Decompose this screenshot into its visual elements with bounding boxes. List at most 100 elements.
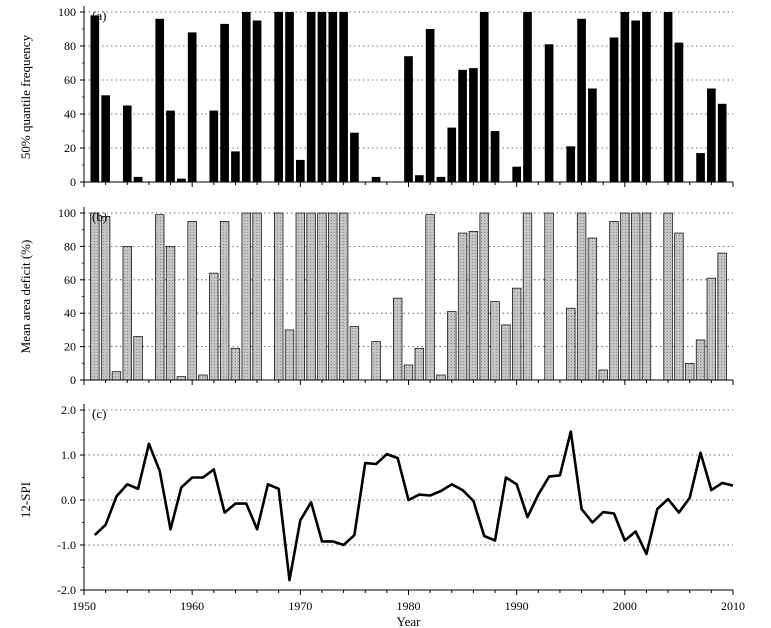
x-tick-label: 1970 (288, 599, 312, 613)
bar-2008 (707, 88, 716, 182)
bar-1995 (566, 146, 576, 182)
y-tick-label: -2.0 (57, 583, 76, 597)
axes-b: 0 20 40 60 80 100 (58, 206, 734, 387)
bar-2002 (641, 212, 652, 381)
bar-1977 (371, 176, 381, 182)
bar-1959 (177, 178, 186, 182)
bar-2007 (695, 339, 706, 381)
x-tick-label: 1990 (505, 599, 529, 613)
bar-1972 (317, 12, 327, 182)
bar-1973 (328, 212, 338, 381)
bar-1981 (414, 347, 424, 381)
bar-1997 (587, 237, 598, 381)
bar-1954 (122, 246, 132, 381)
bar-1960 (187, 221, 197, 381)
bar-1983 (436, 374, 446, 381)
bar-1980 (404, 56, 413, 183)
panel-a: 0 20 40 60 80 100 (a) 50% quantile frequency (18, 5, 734, 189)
bar-1990 (512, 166, 521, 182)
bar-1975 (350, 132, 359, 182)
bar-1959 (176, 376, 187, 381)
bar-1995 (566, 307, 576, 381)
panel-label-a: (a) (92, 8, 106, 23)
bar-1986 (469, 68, 478, 182)
y-tick-label: 40 (64, 107, 76, 121)
bar-1982 (425, 214, 435, 381)
bar-1953 (111, 371, 122, 381)
bar-1974 (339, 12, 348, 182)
bar-1965 (241, 212, 251, 381)
bar-2000 (620, 212, 630, 381)
bar-1982 (425, 29, 435, 182)
y-tick-label: 100 (58, 206, 76, 220)
bar-1951 (90, 212, 100, 381)
bar-1972 (317, 212, 327, 381)
bar-1971 (306, 12, 316, 182)
x-tick-label: 2000 (613, 599, 637, 613)
bar-1954 (122, 105, 132, 182)
bar-2006 (685, 362, 695, 381)
bar-1958 (165, 246, 176, 381)
bar-1981 (414, 175, 424, 182)
panel-c: 2.0 1.0 0.0 -1.0 -2.0 1950 1960 1970 1980 1990 200… (18, 403, 745, 628)
bar-1970 (296, 159, 305, 182)
axes-c: 2.0 1.0 0.0 -1.0 -2.0 1950 1960 1970 1980 1990 200… (57, 403, 745, 613)
bar-1993 (544, 212, 554, 381)
y-tick-label: 20 (64, 141, 76, 155)
bar-1999 (609, 37, 619, 182)
bar-1957 (155, 18, 165, 182)
x-tick-label: 1950 (72, 599, 96, 613)
x-tick-label: 1980 (397, 599, 421, 613)
bar-1989 (501, 324, 511, 381)
bar-1971 (306, 212, 316, 381)
panel-label-b: (b) (92, 209, 107, 224)
series-line-12-spi (93, 430, 734, 582)
bar-1964 (230, 347, 241, 381)
bar-1961 (198, 374, 208, 381)
bar-1977 (371, 341, 381, 381)
bar-1987 (479, 12, 489, 182)
bar-1984 (447, 127, 457, 182)
bar-2005 (674, 42, 684, 182)
bar-2005 (674, 232, 684, 381)
bar-1991 (522, 212, 533, 381)
ylabel-c: 12-SPI (18, 482, 33, 518)
ylabel-b: Mean area deficit (%) (18, 240, 33, 354)
bar-2004 (663, 212, 673, 381)
bar-1969 (284, 329, 295, 381)
bar-1962 (209, 272, 219, 381)
bar-1986 (468, 231, 479, 381)
bar-1979 (393, 297, 403, 381)
bar-1991 (523, 12, 532, 182)
bar-2009 (717, 252, 727, 381)
y-tick-label: 20 (64, 340, 76, 354)
y-tick-label: 0.0 (61, 493, 76, 507)
bar-1968 (274, 12, 284, 182)
bar-1996 (576, 212, 587, 381)
bar-1970 (295, 212, 306, 381)
y-tick-label: 80 (64, 39, 76, 53)
bar-1955 (133, 336, 143, 381)
bar-2001 (630, 212, 641, 381)
x-tick-label: 2010 (721, 599, 745, 613)
bar-1951 (90, 15, 100, 183)
bar-1985 (457, 232, 468, 381)
y-tick-label: 60 (64, 73, 76, 87)
bar-1963 (220, 23, 229, 183)
bar-1988 (490, 301, 500, 381)
bar-1988 (490, 131, 500, 182)
bar-1985 (458, 69, 467, 182)
bar-1966 (252, 20, 262, 182)
y-tick-label: 1.0 (61, 448, 76, 462)
bar-1960 (187, 32, 197, 183)
bar-1952 (100, 215, 111, 381)
bar-1998 (598, 369, 608, 381)
bar-1980 (403, 364, 414, 381)
bar-1966 (252, 212, 262, 381)
bar-1975 (349, 326, 360, 381)
axes-a: 0 20 40 60 80 100 (58, 5, 734, 189)
bar-1990 (511, 287, 522, 381)
bar-1957 (155, 214, 165, 381)
y-tick-label: -1.0 (57, 538, 76, 552)
bar-1974 (338, 212, 349, 381)
